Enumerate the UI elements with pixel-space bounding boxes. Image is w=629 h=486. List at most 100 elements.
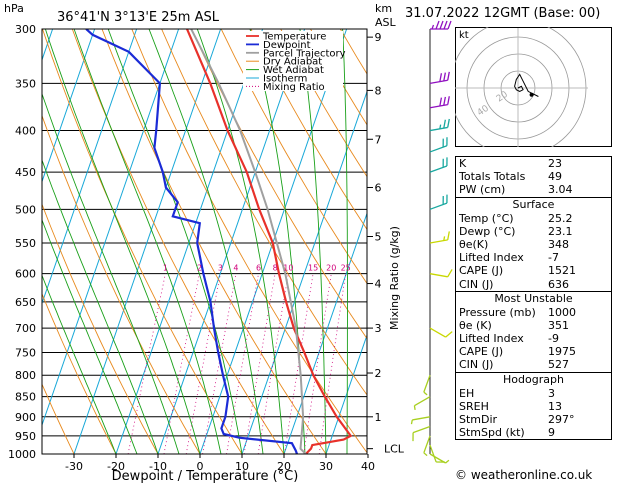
barb-half: [423, 452, 428, 457]
most-unstable-row: CIN (J) 527: [456, 358, 611, 371]
wind-barb: [429, 327, 453, 338]
hodograph-stat-value: 297°: [548, 413, 575, 426]
barb-full: [447, 231, 450, 240]
index-row: PW (cm) 3.04: [456, 183, 611, 196]
barb-full: [436, 461, 445, 463]
mixing-ratio-line: [303, 273, 332, 454]
barb-full: [445, 331, 453, 338]
temp-tick-label: 10: [235, 460, 249, 473]
pressure-tick-label: 750: [15, 346, 36, 359]
series-dewpoint: [85, 29, 299, 454]
dry-adiabat: [190, 29, 367, 340]
surface-label: θe(K): [459, 237, 489, 251]
wind-barb: [429, 269, 453, 278]
copyright-footer: © weatheronline.co.uk: [455, 468, 593, 482]
index-row: K 23: [456, 157, 611, 170]
legend-entry: Parcel Trajectory: [263, 48, 346, 59]
barb-full: [439, 97, 443, 107]
mixing-ratio-label: 25: [341, 264, 351, 273]
surface-title: Surface: [512, 197, 555, 211]
barb-full: [439, 73, 443, 82]
surface-label: Temp (°C): [459, 211, 514, 225]
km-tick-label: 2: [375, 367, 382, 380]
wet-adiabat: [342, 29, 348, 454]
temp-tick-label: 40: [361, 460, 375, 473]
barb-half: [443, 236, 446, 241]
mixing-ratio-line: [243, 273, 276, 454]
surface-value: -7: [548, 251, 559, 265]
barb-full: [442, 138, 444, 148]
wind-barb: [429, 71, 450, 85]
barb-half: [439, 124, 442, 129]
barb-full: [446, 157, 448, 166]
wet-adiabat: [42, 274, 117, 454]
wet-adiabat: [44, 29, 201, 454]
storm-motion-dot: [529, 92, 534, 97]
x-axis-label: Dewpoint / Temperature (°C): [112, 469, 299, 484]
barb-full: [442, 158, 444, 168]
index-label: Totals Totals: [459, 170, 526, 184]
series-temperature: [185, 29, 353, 454]
hodograph-stat-label: StmDir: [459, 413, 498, 426]
legend-entry: Wet Adiabat: [263, 65, 324, 76]
km-tick-label: 4: [375, 278, 382, 291]
legend-entry: Mixing Ratio: [263, 82, 325, 93]
most-unstable-row: CAPE (J) 1975: [456, 345, 611, 358]
mixing-ratio-axis-label: Mixing Ratio (g/kg): [388, 226, 401, 330]
hodograph-stat-label: StmSpd (kt): [459, 426, 525, 440]
hodograph-unit: kt: [459, 30, 469, 41]
dry-adiabat: [250, 29, 367, 231]
mixing-ratio-label: 1: [163, 264, 168, 273]
pressure-tick-label: 300: [15, 23, 36, 36]
dry-adiabat: [131, 29, 367, 454]
surface-row: Temp (°C) 25.2: [456, 212, 611, 225]
wind-barb: [429, 231, 450, 244]
isotherm: [42, 29, 180, 427]
barb-staff: [429, 327, 446, 338]
temp-tick-label: 30: [319, 460, 333, 473]
wind-barb: [429, 96, 450, 109]
barb-full: [447, 96, 450, 105]
pressure-tick-label: 350: [15, 77, 36, 90]
mixing-ratio-label: 20: [326, 264, 336, 273]
wind-barb: [430, 20, 452, 30]
barb-staff: [429, 239, 448, 244]
surface-label: CAPE (J): [459, 264, 504, 278]
hodograph-stat-row: StmDir 297°: [456, 413, 611, 426]
dry-adiabat: [161, 29, 367, 396]
barb-staff: [423, 435, 431, 454]
km-tick-label: 6: [375, 181, 382, 194]
hodograph-stat-label: SREH: [459, 399, 489, 413]
most-unstable-label: Lifted Index: [459, 332, 524, 346]
barb-staff: [429, 165, 448, 173]
most-unstable-row: Pressure (mb) 1000: [456, 306, 611, 319]
most-unstable-label: Pressure (mb): [459, 305, 536, 319]
isotherm: [115, 29, 264, 454]
index-label: PW (cm): [459, 183, 506, 197]
wet-adiabat: [148, 29, 264, 454]
km-tick-label: 9: [375, 31, 382, 44]
wind-barb: [429, 194, 448, 210]
hodograph-table-title: Hodograph: [503, 372, 564, 386]
wind-barb: [429, 157, 448, 173]
dry-adiabat: [42, 29, 243, 454]
barb-staff: [414, 396, 431, 407]
barb-staff: [429, 202, 448, 210]
mixing-ratio-line: [202, 273, 237, 454]
mixing-ratio-label: 4: [233, 264, 238, 273]
wind-barb: [423, 375, 431, 396]
index-label: K: [459, 157, 467, 170]
isotherm: [42, 29, 138, 305]
mixing-ratio-label: 3: [218, 264, 223, 273]
barb-half: [445, 459, 450, 464]
wind-barbs: [410, 20, 453, 464]
surface-row: CAPE (J) 1521: [456, 264, 611, 277]
surface-label: Dewp (°C): [459, 224, 516, 238]
surface-row: CIN (J) 636: [456, 278, 611, 291]
series-parcel-trajectory: [190, 29, 307, 454]
barb-full: [443, 72, 446, 82]
pressure-tick-label: 950: [15, 430, 36, 443]
pressure-tick-label: 650: [15, 296, 36, 309]
surface-row: θe(K) 348: [456, 238, 611, 251]
